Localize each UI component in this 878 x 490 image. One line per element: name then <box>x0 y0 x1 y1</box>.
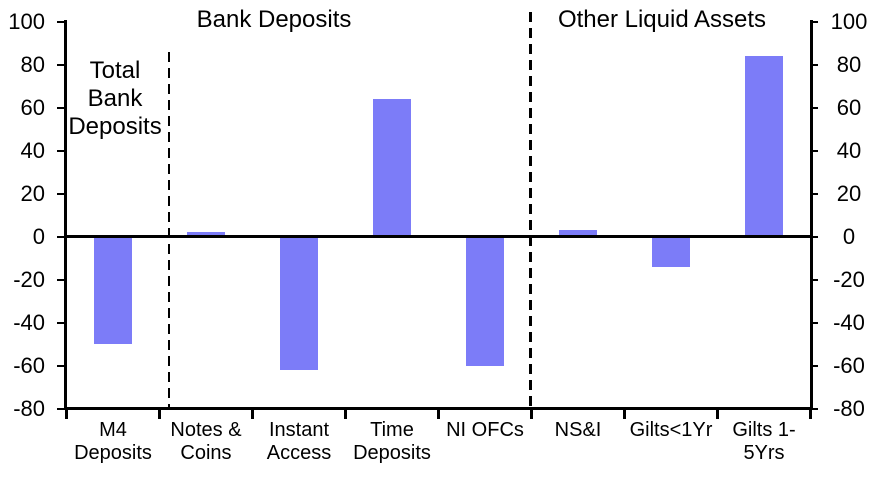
y-axis-tick-label-right: 0 <box>842 223 856 249</box>
y-axis-tick-label-left: -80 <box>13 395 45 421</box>
y-axis-right-line <box>810 20 813 410</box>
bar-instant-access <box>280 236 318 370</box>
y-axis-tick-label-left: -40 <box>13 309 45 335</box>
y-axis-tick-right <box>811 364 819 367</box>
y-axis-tick-label-right: 100 <box>830 8 868 34</box>
y-axis-tick-left <box>57 278 64 281</box>
x-tick-label-instant-access: Instant Access <box>266 419 332 464</box>
x-tick-label-notes-coins: Notes & Coins <box>170 419 242 464</box>
x-axis-tick <box>65 410 68 419</box>
y-axis-tick-right <box>811 407 819 410</box>
y-axis-tick-left <box>57 192 64 195</box>
bar-notes-coins <box>187 232 225 237</box>
annotation-other-liquid-assets: Other Liquid Assets <box>557 6 767 33</box>
y-axis-tick-label-left: 100 <box>8 8 45 34</box>
y-axis-tick-label-left: -20 <box>13 266 45 292</box>
y-axis-tick-left <box>57 20 64 23</box>
y-axis-tick-label-left: 20 <box>20 180 45 206</box>
x-axis-tick <box>809 410 812 419</box>
x-tick-label-ni-ofcs: NI OFCs <box>446 419 524 441</box>
y-axis-left-line <box>64 20 67 410</box>
y-axis-tick-left <box>57 407 64 410</box>
x-tick-label-m4-deposits: M4 Deposits <box>74 419 152 464</box>
y-axis-tick-right <box>811 192 819 195</box>
annotation-bank-deposits: Bank Deposits <box>196 6 352 33</box>
y-axis-tick-label-right: 60 <box>836 94 862 120</box>
y-axis-tick-label-left: 80 <box>20 51 45 77</box>
x-axis-tick <box>530 410 533 419</box>
y-axis-tick-left <box>57 321 64 324</box>
y-axis-tick-label-right: -60 <box>833 352 865 378</box>
y-axis-tick-left <box>57 364 64 367</box>
group-separator-dashed-line <box>529 12 532 408</box>
bar-m4-deposits <box>94 236 132 345</box>
y-axis-tick-left <box>57 235 64 238</box>
y-axis-tick-label-right: 20 <box>836 180 862 206</box>
bar-ni-ofcs <box>466 236 504 366</box>
y-axis-tick-label-right: 40 <box>836 137 862 163</box>
x-axis-tick <box>623 410 626 419</box>
y-axis-tick-right <box>811 321 819 324</box>
y-axis-tick-label-left: 40 <box>20 137 45 163</box>
x-axis-tick <box>158 410 161 419</box>
annotation-total-bank-deposits: Total Bank Deposits <box>68 57 162 140</box>
x-axis-tick <box>344 410 347 419</box>
y-axis-tick-right <box>811 278 819 281</box>
x-tick-label-ns-i: NS&I <box>554 419 602 441</box>
y-axis-tick-label-right: 80 <box>836 51 862 77</box>
bar-time-deposits <box>373 99 411 237</box>
y-axis-tick-right <box>811 149 819 152</box>
x-tick-label-time-deposits: Time Deposits <box>353 419 431 464</box>
y-axis-tick-label-left: 0 <box>32 223 45 249</box>
y-axis-tick-label-right: -80 <box>833 395 865 421</box>
x-axis-zero-line <box>65 235 812 238</box>
x-axis-tick <box>251 410 254 419</box>
x-axis-tick <box>437 410 440 419</box>
x-tick-label-gilts-1-5yrs: Gilts 1- 5Yrs <box>732 419 796 464</box>
y-axis-tick-label-left: -60 <box>13 352 45 378</box>
y-axis-tick-label-right: -20 <box>833 266 865 292</box>
bar-gilts-1yr <box>652 236 690 267</box>
y-axis-tick-left <box>57 63 64 66</box>
x-tick-label-gilts-1yr: Gilts<1Yr <box>629 419 713 441</box>
x-axis-tick <box>716 410 719 419</box>
y-axis-tick-label-right: -40 <box>833 309 865 335</box>
y-axis-tick-left <box>57 149 64 152</box>
y-axis-tick-right <box>811 20 819 23</box>
x-axis-baseline <box>63 407 814 410</box>
y-axis-tick-right <box>811 235 819 238</box>
y-axis-tick-label-left: 60 <box>20 94 45 120</box>
y-axis-tick-left <box>57 106 64 109</box>
bar-ns-i <box>559 230 597 237</box>
group-separator-dashed-line <box>167 52 171 408</box>
y-axis-tick-right <box>811 63 819 66</box>
y-axis-tick-right <box>811 106 819 109</box>
bar-gilts-1-5yrs <box>745 56 783 237</box>
